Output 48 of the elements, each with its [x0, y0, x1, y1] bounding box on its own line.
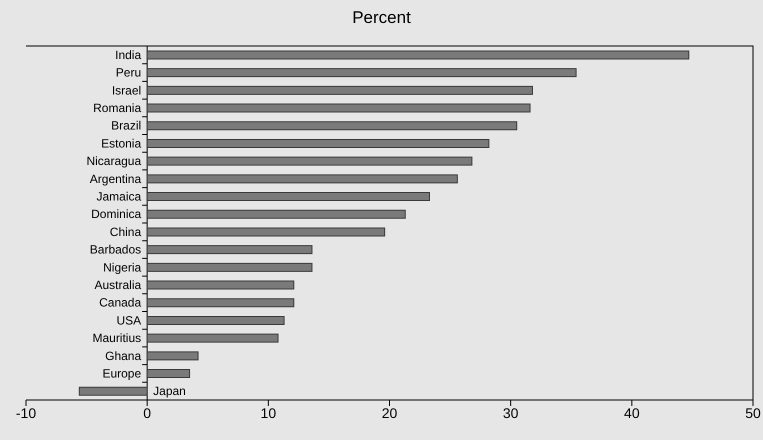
x-tick-label: 0 — [143, 404, 152, 421]
bar — [78, 386, 148, 396]
y-tick-label: USA — [116, 313, 142, 328]
y-tick-label: Estonia — [101, 136, 142, 150]
y-tick-label: Romania — [93, 100, 142, 115]
y-tick-label: Brazil — [111, 118, 142, 133]
bar — [146, 316, 285, 325]
bar — [146, 334, 279, 343]
bar — [146, 210, 406, 219]
bar — [146, 68, 577, 78]
bar — [146, 138, 490, 148]
bar — [146, 174, 458, 184]
y-tick-label: Ghana — [105, 348, 142, 363]
chart-title: Percent — [351, 8, 412, 28]
x-tick-label: -10 — [16, 404, 36, 421]
y-tick-label: India — [115, 48, 142, 62]
bar — [146, 369, 190, 378]
y-tick-label: China — [110, 224, 142, 239]
bar — [146, 245, 312, 254]
y-tick-label: Israel — [112, 83, 142, 98]
bar — [146, 104, 531, 113]
x-tick-label: 30 — [502, 404, 519, 421]
bar — [146, 280, 294, 290]
bar — [146, 298, 294, 308]
x-tick-label: 40 — [624, 404, 640, 421]
y-tick-label: Nicaragua — [86, 154, 142, 168]
y-tick-label: Jamaica — [96, 189, 142, 204]
bar — [146, 50, 690, 60]
y-tick-label: Europe — [102, 366, 142, 380]
bar — [146, 192, 430, 202]
y-tick-label: Barbados — [90, 242, 142, 257]
y-tick-label: Australia — [94, 278, 142, 292]
bar — [146, 86, 533, 95]
y-tick-label: Nigeria — [103, 260, 142, 274]
y-tick-label: Japan — [153, 384, 186, 398]
bar — [146, 351, 199, 360]
bar — [146, 121, 518, 130]
bar — [146, 156, 472, 166]
bar — [146, 227, 386, 236]
x-tick-label: 10 — [260, 404, 276, 421]
x-tick-label: 20 — [382, 404, 398, 421]
y-tick-label: Dominica — [91, 207, 142, 222]
x-tick-label: 50 — [745, 404, 761, 421]
y-tick-label: Peru — [116, 66, 142, 80]
bar — [146, 262, 312, 272]
y-tick-label: Argentina — [90, 172, 142, 186]
y-tick-label: Mauritius — [92, 331, 142, 346]
y-tick-label: Canada — [99, 296, 142, 310]
